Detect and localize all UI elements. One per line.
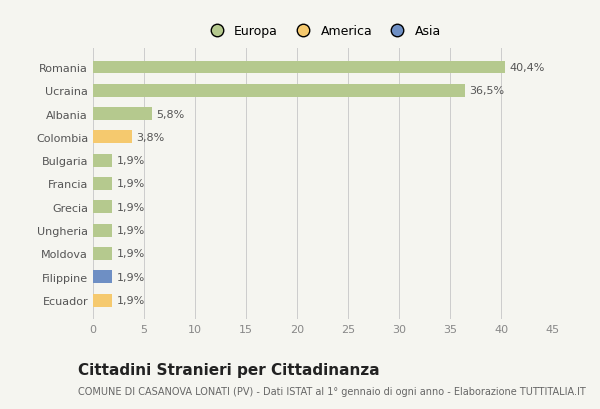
Text: 36,5%: 36,5% — [469, 86, 505, 96]
Bar — [93, 108, 152, 121]
Text: 5,8%: 5,8% — [156, 109, 184, 119]
Text: 1,9%: 1,9% — [116, 156, 145, 166]
Bar — [93, 154, 112, 167]
Bar — [93, 131, 132, 144]
Bar — [93, 294, 112, 307]
Text: 1,9%: 1,9% — [116, 226, 145, 236]
Text: COMUNE DI CASANOVA LONATI (PV) - Dati ISTAT al 1° gennaio di ogni anno - Elabora: COMUNE DI CASANOVA LONATI (PV) - Dati IS… — [78, 387, 586, 396]
Legend: Europa, America, Asia: Europa, America, Asia — [202, 23, 443, 41]
Text: 1,9%: 1,9% — [116, 272, 145, 282]
Text: 1,9%: 1,9% — [116, 202, 145, 212]
Text: Cittadini Stranieri per Cittadinanza: Cittadini Stranieri per Cittadinanza — [78, 362, 380, 377]
Text: 40,4%: 40,4% — [509, 63, 545, 73]
Text: 3,8%: 3,8% — [136, 133, 164, 142]
Bar — [93, 61, 505, 74]
Text: 1,9%: 1,9% — [116, 179, 145, 189]
Bar — [93, 224, 112, 237]
Text: 1,9%: 1,9% — [116, 249, 145, 259]
Text: 1,9%: 1,9% — [116, 295, 145, 306]
Bar — [93, 178, 112, 191]
Bar — [93, 85, 466, 97]
Bar — [93, 247, 112, 260]
Bar — [93, 271, 112, 283]
Bar — [93, 201, 112, 214]
